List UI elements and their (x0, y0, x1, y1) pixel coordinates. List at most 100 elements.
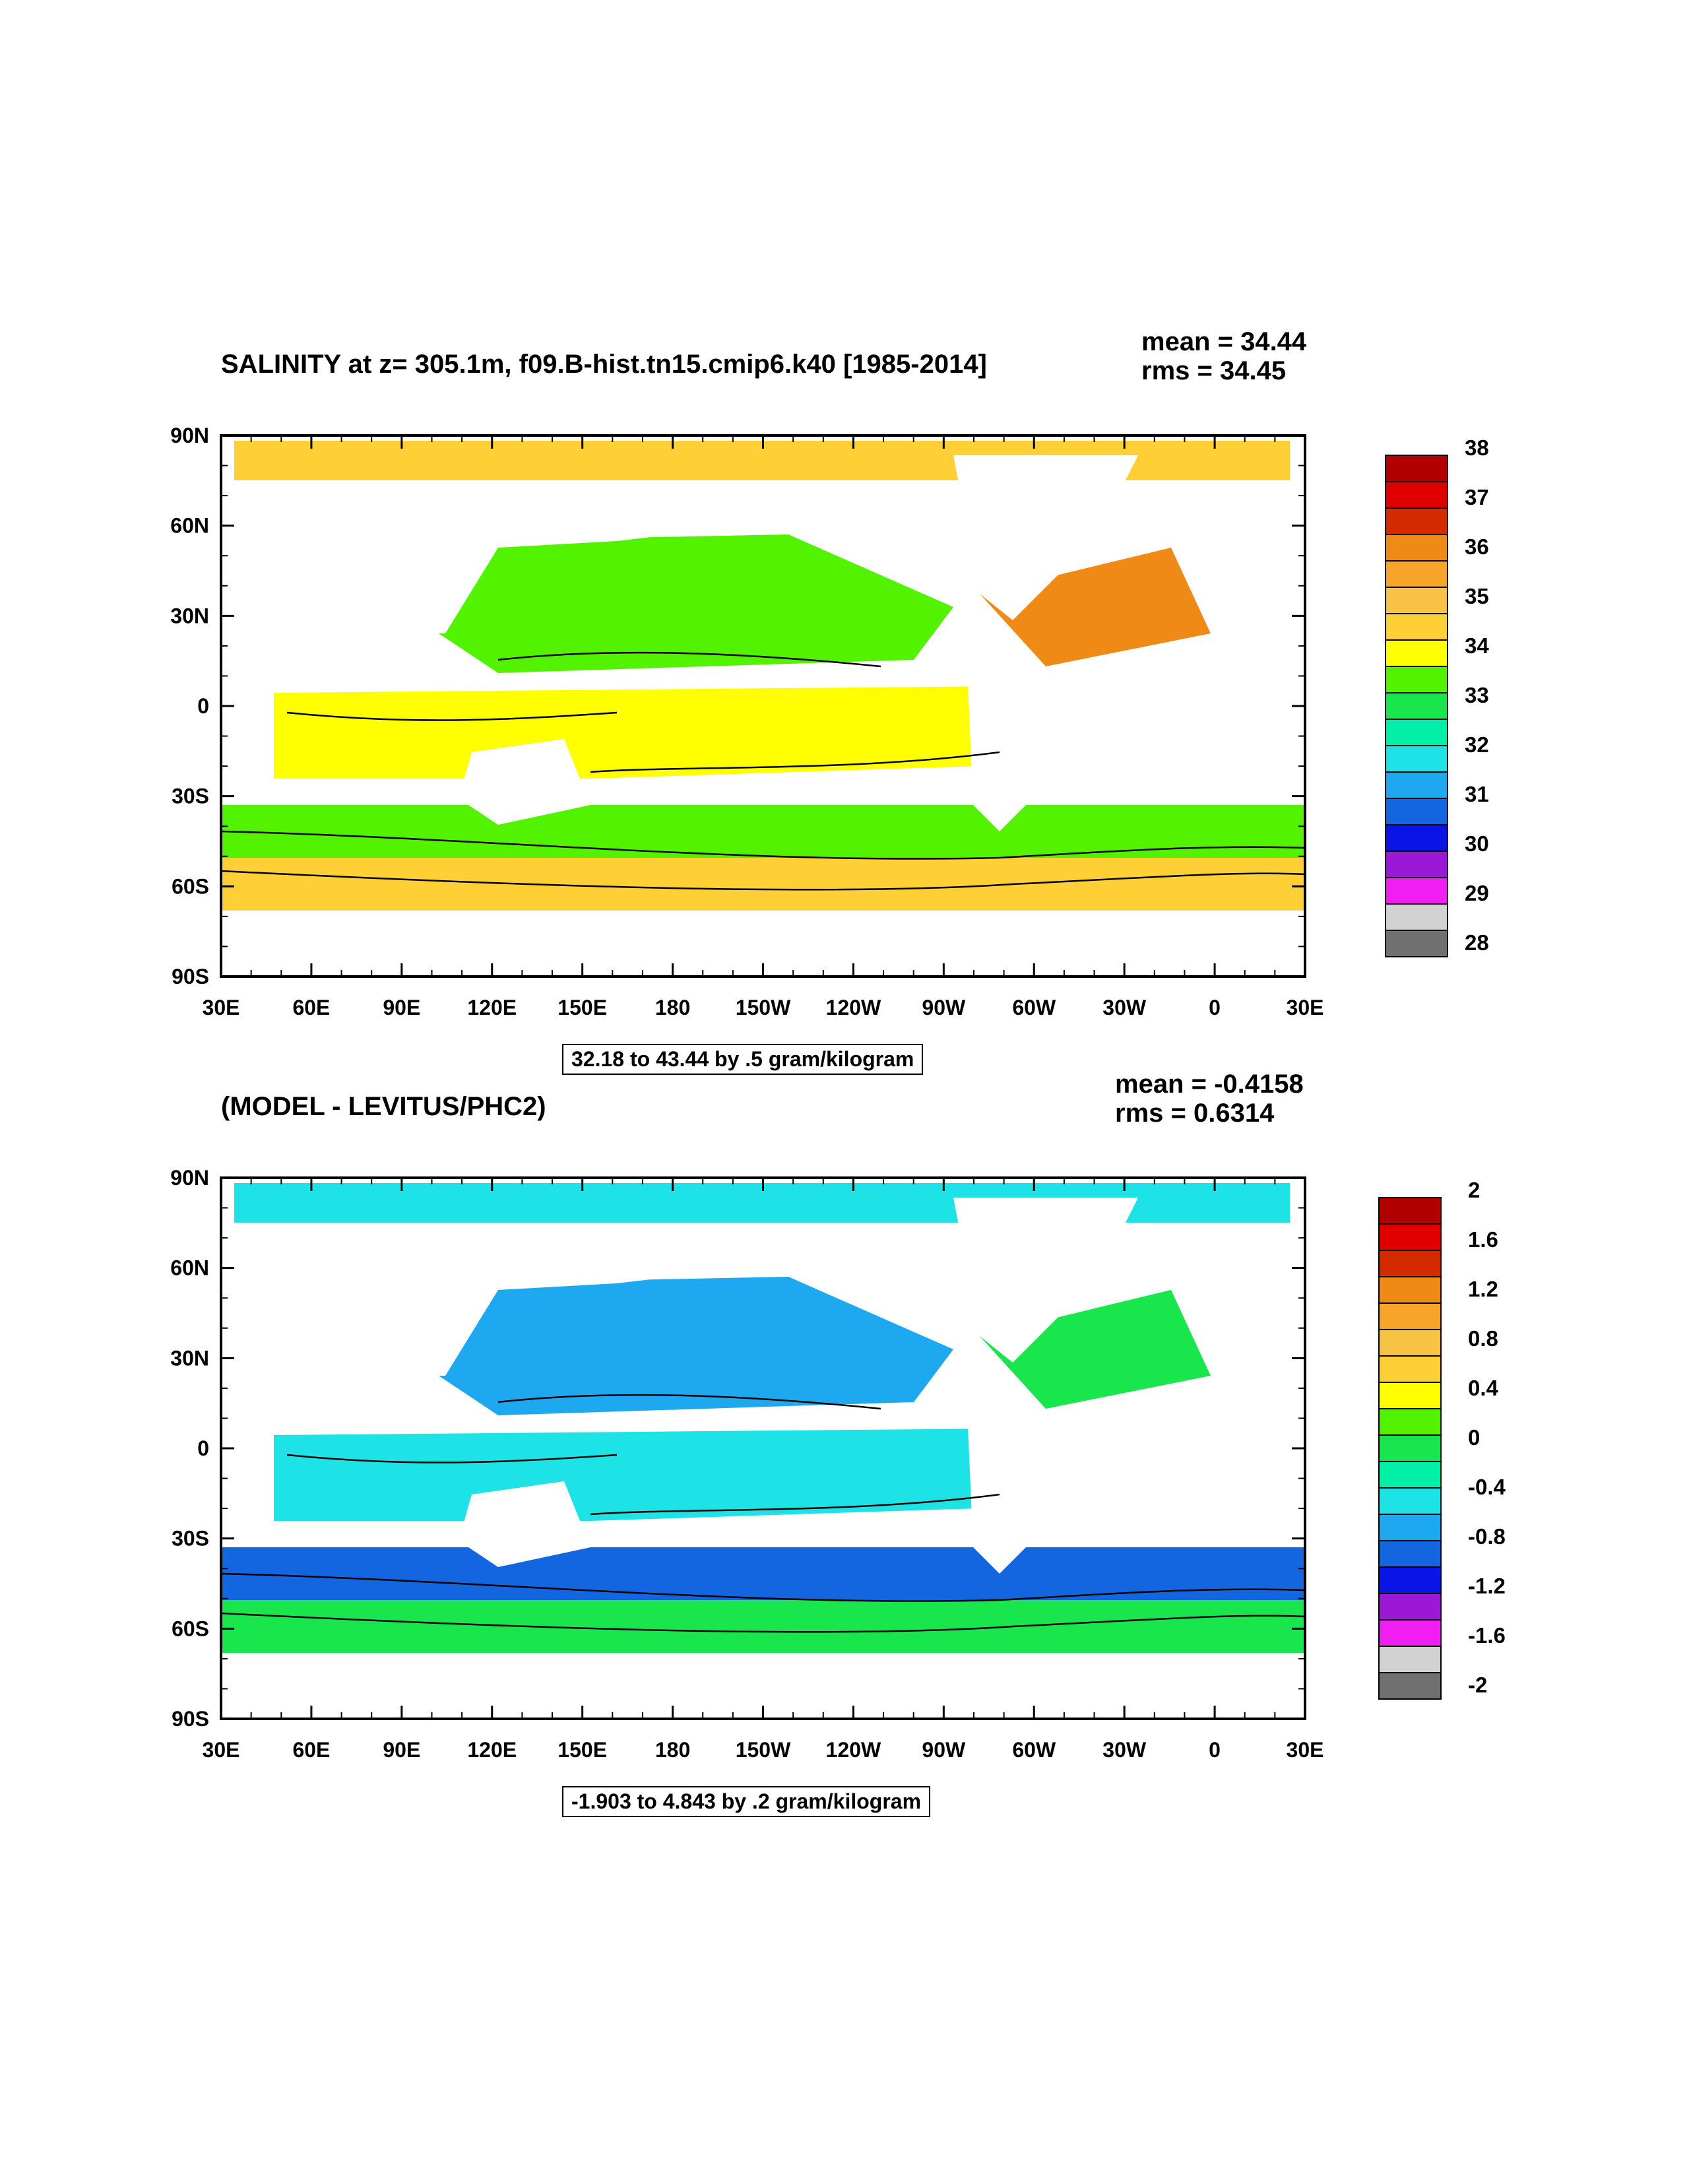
colorbar-swatch (1385, 666, 1448, 693)
lon-tick-label: 90E (383, 1738, 420, 1762)
colorbar-label: 0.8 (1468, 1326, 1498, 1351)
lon-tick-label: 30W (1102, 1738, 1147, 1762)
north-atlantic-region (980, 548, 1211, 666)
north-atlantic-region (980, 1290, 1211, 1409)
lat-tick-label: 90N (170, 1166, 209, 1190)
colorbar-swatch (1385, 798, 1448, 825)
salinity-panel: SALINITY at z= 305.1m, f09.B-hist.tn15.c… (0, 327, 1689, 1095)
lon-tick-label: 90W (922, 1738, 966, 1762)
lon-tick-label: 0 (1209, 996, 1221, 1019)
lon-tick-label: 120W (826, 1738, 881, 1762)
colorbar-swatch (1378, 1461, 1442, 1489)
colorbar-swatch (1385, 692, 1448, 720)
colorbar-swatch (1378, 1355, 1442, 1383)
colorbar-label: -1.6 (1468, 1623, 1506, 1648)
north-pacific-region (439, 534, 953, 673)
colorbar-swatch (1385, 851, 1448, 878)
lat-tick-label: 60S (172, 874, 209, 898)
tropical-band (274, 686, 1000, 779)
contour-line (590, 1493, 1000, 1516)
map-field (220, 435, 1306, 977)
lon-tick-label: 30E (1287, 996, 1324, 1019)
colorbar-label: 34 (1465, 633, 1489, 658)
lon-tick-label: 30E (203, 1738, 240, 1762)
colorbar-swatch (1378, 1329, 1442, 1357)
map-plot: 90N 60N 30N 0 30S 60S 90S 30E 60E 90E 120E 150E 180 1… (170, 424, 1323, 1019)
colorbar-swatch (1378, 1197, 1442, 1225)
lat-tick-label: 30S (172, 785, 209, 808)
africa-land (1164, 633, 1277, 779)
tropical-band (274, 1429, 1000, 1521)
lat-tick-label: 90S (172, 1707, 209, 1731)
colorbar-swatch (1385, 587, 1448, 614)
colorbar-label: 38 (1465, 435, 1489, 460)
colorbar-swatch (1385, 824, 1448, 852)
lat-tick-label: 0 (197, 1436, 209, 1460)
colorbar-label: 0 (1468, 1425, 1481, 1450)
southern-ocean-ring (221, 805, 1305, 858)
south-america-land (967, 1396, 1066, 1574)
colorbar-label: 36 (1465, 534, 1489, 559)
colorbar-label: 35 (1465, 584, 1489, 608)
panel-title: (MODEL - LEVITUS/PHC2) (221, 1092, 546, 1121)
lon-tick-label: 120W (826, 996, 881, 1019)
lat-tick-label: 30N (170, 1346, 209, 1370)
map-field (220, 1178, 1306, 1719)
colorbar-swatch (1385, 507, 1448, 535)
antarctic-margin (221, 1600, 1305, 1653)
contour-line (220, 870, 1306, 891)
contour-line (590, 751, 1000, 773)
contour-range-label: -1.903 to 4.843 by .2 gram/kilogram (562, 1786, 931, 1817)
colorbar-swatch (1378, 1593, 1442, 1621)
colorbar-swatch (1378, 1514, 1442, 1541)
lon-tick-label: 120E (467, 996, 517, 1019)
lon-tick-label: 30E (1287, 1738, 1324, 1762)
colorbar-swatch (1378, 1302, 1442, 1330)
colorbar-swatch (1378, 1487, 1442, 1515)
contour-line (497, 1394, 881, 1410)
colorbar-swatch (1378, 1646, 1442, 1673)
colorbar-swatch (1385, 903, 1448, 931)
southern-ocean-ring (221, 1547, 1305, 1600)
colorbar-swatch (1385, 613, 1448, 641)
antarctic-margin (221, 858, 1305, 911)
difference-panel: (MODEL - LEVITUS/PHC2) mean = -0.4158 rm… (0, 1070, 1689, 1838)
contour-line (286, 1454, 618, 1463)
mean-stat: mean = 34.44 (1141, 327, 1307, 356)
map-plot: 90N 60N 30N 0 30S 60S 90S 30E 60E 90E 120E 150E 180 1… (170, 1166, 1323, 1762)
lon-tick-label: 90W (922, 996, 966, 1019)
panel-title: SALINITY at z= 305.1m, f09.B-hist.tn15.c… (221, 350, 987, 379)
lon-tick-label: 180 (655, 1738, 690, 1762)
colorbar-label: 28 (1465, 930, 1489, 955)
colorbar-label: 31 (1465, 782, 1489, 806)
lon-tick-label: 30W (1102, 996, 1147, 1019)
colorbar-label: 1.6 (1468, 1227, 1498, 1252)
contour-line (220, 830, 1306, 860)
australia-land (459, 1481, 590, 1567)
rms-stat: rms = 0.6314 (1115, 1099, 1275, 1128)
colorbar-swatch (1378, 1566, 1442, 1594)
colorbar-label: -1.2 (1468, 1574, 1506, 1598)
colorbar-swatch (1385, 771, 1448, 799)
lon-tick-label: 120E (467, 1738, 517, 1762)
lat-tick-label: 90S (172, 965, 209, 988)
colorbar-label: 1.2 (1468, 1277, 1498, 1301)
colorbar-label: 37 (1465, 485, 1489, 509)
colorbar-swatch (1378, 1223, 1442, 1251)
lon-tick-label: 150E (558, 996, 607, 1019)
rms-stat: rms = 34.45 (1141, 356, 1287, 385)
contour-line (220, 1612, 1306, 1633)
colorbar-swatch (1378, 1540, 1442, 1568)
contour-line (286, 711, 618, 721)
colorbar-swatch (1378, 1382, 1442, 1409)
south-america-land (967, 653, 1066, 831)
colorbar-swatch (1378, 1408, 1442, 1436)
lon-tick-label: 60W (1012, 996, 1056, 1019)
colorbar-label: -0.4 (1468, 1475, 1506, 1499)
colorbar-label: 2 (1468, 1178, 1481, 1202)
colorbar-swatch (1385, 455, 1448, 482)
colorbar-swatch (1378, 1619, 1442, 1647)
colorbar-swatch (1378, 1434, 1442, 1462)
colorbar-label: 0.4 (1468, 1376, 1498, 1400)
colorbar-label: -2 (1468, 1673, 1488, 1697)
